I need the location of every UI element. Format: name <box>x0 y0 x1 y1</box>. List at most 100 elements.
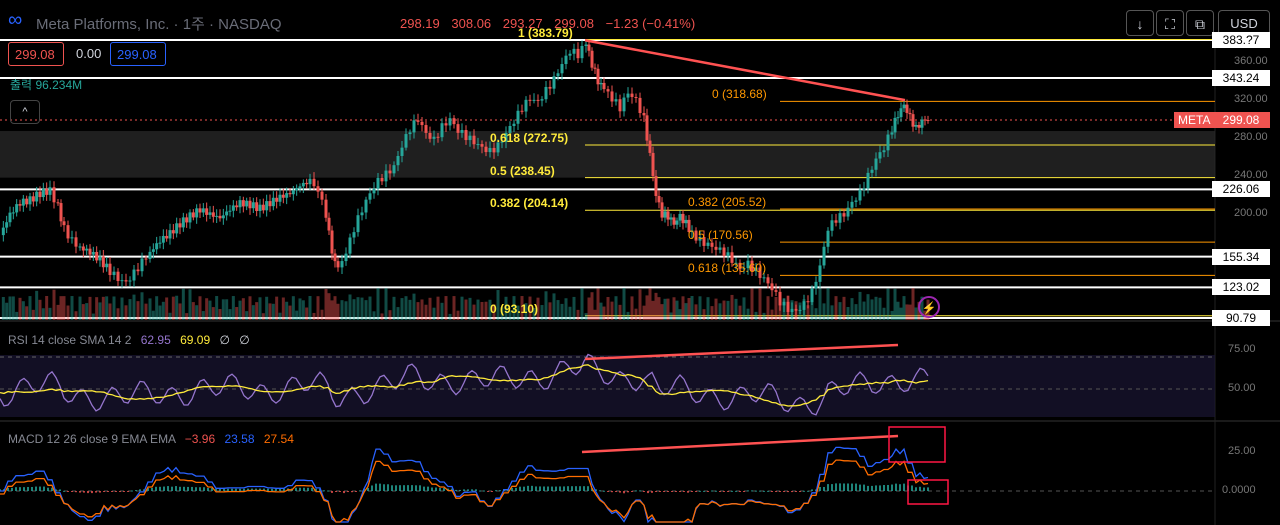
volume-bar <box>496 290 500 320</box>
macd-histogram-bar <box>927 487 929 491</box>
macd-histogram-bar <box>715 490 717 492</box>
volume-bar <box>746 308 750 320</box>
volume-bar <box>70 296 74 320</box>
macd-histogram-bar <box>543 486 545 491</box>
candle-body <box>288 193 292 195</box>
volume-bar <box>456 310 460 320</box>
candle-body <box>261 204 265 211</box>
lightning-icon[interactable]: ⚡ <box>918 296 940 318</box>
chart-header: ∞ Meta Platforms, Inc. · 1주 · NASDAQ 298… <box>0 6 1280 36</box>
candle-body <box>618 99 622 112</box>
candle-body <box>672 217 676 225</box>
candle-body <box>602 82 606 90</box>
macd-histogram-bar <box>135 490 137 492</box>
macd-histogram-bar <box>919 486 921 491</box>
candle-body <box>81 246 85 251</box>
macd-histogram-bar <box>59 489 61 491</box>
candle-body <box>245 200 249 207</box>
volume-bar <box>128 299 132 320</box>
consolidation-zone <box>0 131 1215 178</box>
candle-body <box>416 120 420 122</box>
level-tag-5: 90.79 <box>1212 310 1270 326</box>
macd-histogram-bar <box>351 491 353 493</box>
candle-body <box>654 176 658 197</box>
volume-bar <box>316 296 320 320</box>
candle-body <box>312 178 316 187</box>
volume-bar <box>842 296 846 320</box>
macd-histogram-bar <box>859 484 861 491</box>
macd-histogram-bar <box>255 488 257 491</box>
candle-body <box>320 191 324 200</box>
candle-body <box>524 99 528 112</box>
macd-histogram-bar <box>343 491 345 494</box>
volume-bar <box>305 307 309 320</box>
candle-body <box>690 230 694 233</box>
candle-body <box>500 141 504 143</box>
macd-histogram-bar <box>567 486 569 491</box>
volume-bar <box>285 301 289 320</box>
macd-histogram-bar <box>703 490 705 492</box>
volume-bar <box>694 304 698 320</box>
candle-body <box>858 189 862 201</box>
macd-histogram-bar <box>795 491 797 492</box>
rsi-trendline <box>584 343 899 361</box>
volume-bar <box>778 298 782 320</box>
candle-body <box>782 301 786 306</box>
candle-body <box>576 48 580 59</box>
macd-histogram-bar <box>183 486 185 491</box>
candle-body <box>634 96 638 98</box>
macd-histogram-bar <box>411 485 413 491</box>
candle-body <box>738 262 742 270</box>
candle-body <box>21 198 25 206</box>
candle-body <box>340 261 344 268</box>
candle-body <box>846 207 850 217</box>
candle-body <box>255 202 259 212</box>
volume-bar <box>298 298 302 320</box>
macd-histogram-bar <box>523 486 525 491</box>
candle-body <box>208 212 212 215</box>
candle-body <box>191 212 195 218</box>
candle-body <box>155 243 159 250</box>
candle-body <box>496 142 500 153</box>
price-tick-2: 280.00 <box>1234 131 1268 144</box>
volume-bar <box>584 313 588 320</box>
macd-histogram-bar <box>91 491 93 494</box>
candle-body <box>456 124 460 133</box>
macd-histogram-bar <box>243 488 245 491</box>
candle-body <box>568 53 572 56</box>
macd-histogram-bar <box>651 491 653 493</box>
download-icon[interactable]: ↓ <box>1126 10 1154 36</box>
volume-bar <box>669 312 673 320</box>
symbol-title[interactable]: Meta Platforms, Inc. · 1주 · NASDAQ <box>36 16 282 33</box>
volume-bar <box>504 296 508 320</box>
collapse-legend-button[interactable]: ^ <box>10 100 40 124</box>
candle-body <box>225 211 229 216</box>
candle-body <box>41 188 45 198</box>
volume-bar <box>251 305 255 320</box>
macd-histogram-bar <box>387 484 389 491</box>
buy-price-box[interactable]: 299.08 <box>110 42 166 66</box>
volume-bar <box>275 296 279 320</box>
volume-bar <box>195 305 199 320</box>
volume-bar <box>45 296 49 320</box>
macd-histogram-bar <box>471 489 473 491</box>
volume-bar <box>896 301 900 320</box>
volume-bar <box>672 297 676 320</box>
volume-bar <box>726 300 730 320</box>
macd-histogram-bar <box>599 490 601 492</box>
volume-bar <box>161 301 165 320</box>
macd-histogram-bar <box>923 487 925 491</box>
fullscreen-icon[interactable]: ⛶ <box>1156 10 1184 36</box>
volume-bar <box>464 299 468 320</box>
snapshot-icon[interactable]: ⧉ <box>1186 10 1214 36</box>
volume-bar <box>140 292 144 320</box>
candle-body <box>144 258 148 260</box>
volume-bar <box>576 309 580 320</box>
macd-histogram-bar <box>251 488 253 491</box>
candle-body <box>98 256 102 261</box>
macd-histogram-bar <box>371 485 373 491</box>
macd-histogram-bar <box>559 486 561 491</box>
sell-price-box[interactable]: 299.08 <box>8 42 64 66</box>
candle-body <box>85 248 89 251</box>
